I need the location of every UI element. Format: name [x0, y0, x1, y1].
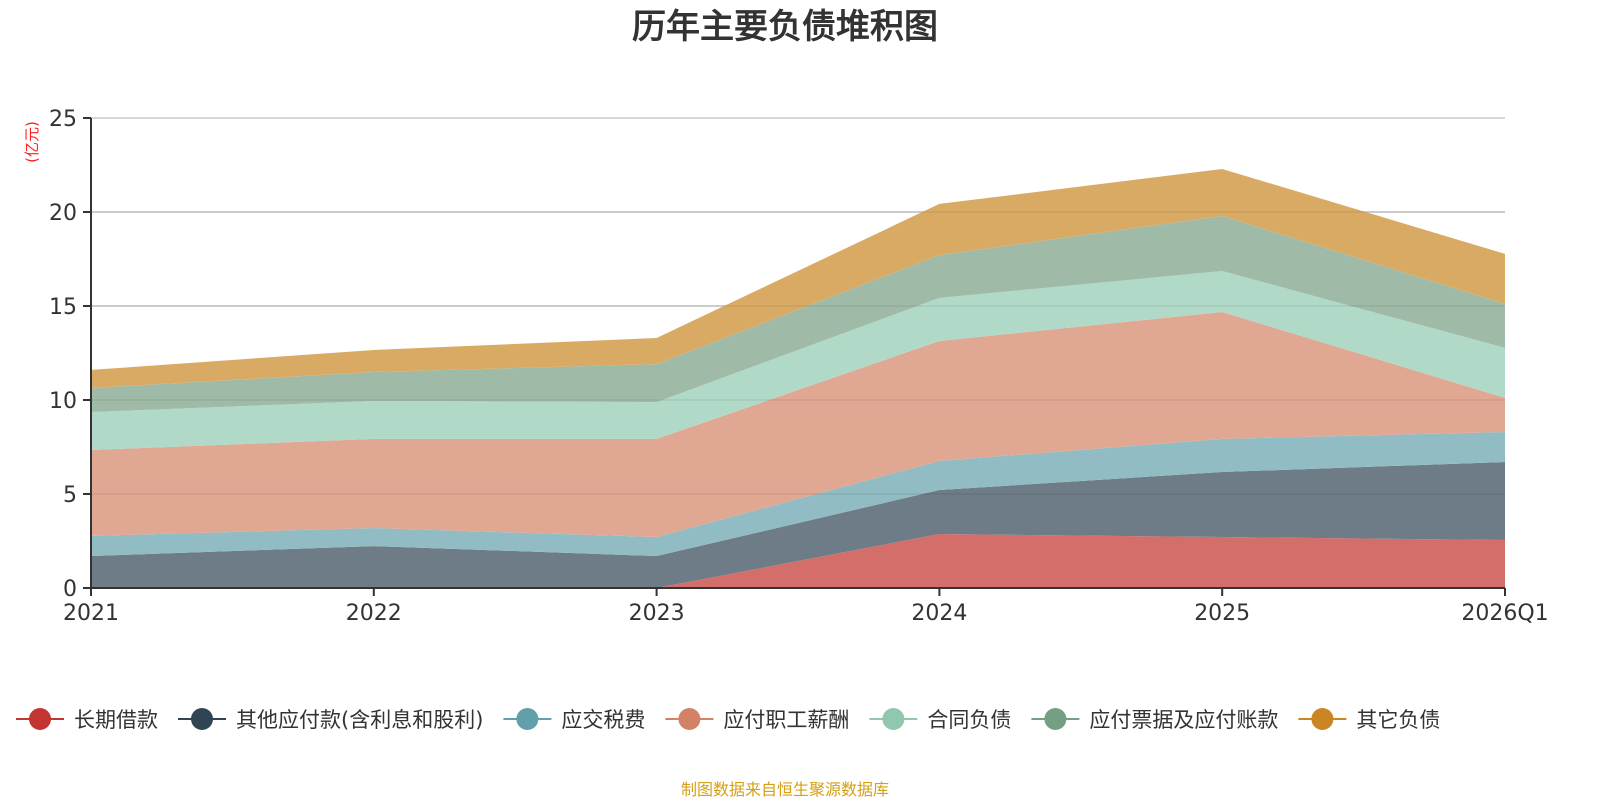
- y-tick-label: 25: [49, 107, 77, 132]
- x-tick-label: 2023: [629, 601, 685, 626]
- legend-item-4[interactable]: 合同负债: [869, 708, 1011, 732]
- area-series-4[interactable]: [91, 271, 1505, 451]
- legend-label: 长期借款: [74, 708, 158, 732]
- y-tick-label: 10: [49, 389, 77, 414]
- x-tick-label: 2025: [1194, 601, 1250, 626]
- y-tick-label: 5: [63, 483, 77, 508]
- y-axis-unit-label: (亿元): [23, 121, 41, 163]
- area-series-5[interactable]: [91, 215, 1505, 413]
- legend: 长期借款 其他应付款(含利息和股利) 应交税费 应付职工薪酬 合同负债 应付票据及应付账款…: [16, 708, 1440, 732]
- y-tick-label: 20: [49, 201, 77, 226]
- y-tick-label: 15: [49, 295, 77, 320]
- legend-circle-icon: [882, 708, 905, 730]
- legend-item-2[interactable]: 应交税费: [503, 708, 645, 732]
- legend-label: 合同负债: [927, 708, 1011, 732]
- legend-circle-icon: [1044, 708, 1067, 730]
- data-source-note: 制图数据来自恒生聚源数据库: [681, 780, 889, 799]
- legend-item-6[interactable]: 其它负债: [1298, 708, 1440, 732]
- area-series-6[interactable]: [91, 168, 1505, 388]
- legend-item-1[interactable]: 其他应付款(含利息和股利): [178, 708, 483, 732]
- area-series-0[interactable]: [91, 534, 1505, 588]
- y-tick-label: 0: [63, 577, 77, 602]
- x-tick-label: 2026Q1: [1461, 601, 1548, 626]
- x-tick-label: 2021: [63, 601, 119, 626]
- legend-label: 应付职工薪酬: [723, 708, 849, 732]
- area-series-1[interactable]: [91, 462, 1505, 588]
- legend-circle-icon: [1311, 708, 1334, 730]
- legend-label: 应付票据及应付账款: [1089, 708, 1278, 732]
- legend-item-0[interactable]: 长期借款: [16, 708, 158, 732]
- legend-item-3[interactable]: 应付职工薪酬: [665, 708, 849, 732]
- x-tick-label: 2022: [346, 601, 402, 626]
- legend-label: 其他应付款(含利息和股利): [236, 708, 483, 732]
- area-series-3[interactable]: [91, 312, 1505, 538]
- legend-circle-icon: [191, 708, 213, 730]
- x-tick-label: 2024: [911, 601, 967, 626]
- chart-title: 历年主要负债堆积图: [632, 7, 938, 47]
- legend-circle-icon: [678, 708, 701, 730]
- area-series-group: [91, 168, 1505, 588]
- legend-item-5[interactable]: 应付票据及应付账款: [1031, 708, 1278, 732]
- legend-label: 其它负债: [1356, 708, 1440, 732]
- legend-circle-icon: [516, 708, 539, 730]
- legend-circle-icon: [29, 708, 51, 730]
- legend-label: 应交税费: [561, 708, 645, 732]
- area-series-2[interactable]: [91, 431, 1505, 557]
